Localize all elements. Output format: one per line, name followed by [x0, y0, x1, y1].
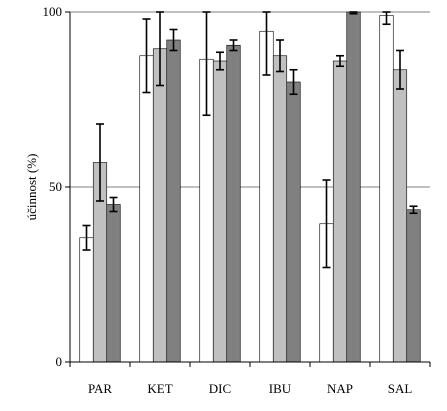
- bar-dic-3: [226, 44, 241, 363]
- bar-par-1: [79, 237, 94, 363]
- error-bar-nap-3: [349, 11, 358, 15]
- error-bar-dic-1: [202, 11, 211, 117]
- gridlines: [70, 11, 430, 188]
- y-tick-label-0: 0: [56, 354, 63, 369]
- error-bar-par-1: [82, 224, 91, 251]
- x-tick-label-par: PAR: [88, 381, 112, 396]
- bar-ket-3: [166, 39, 181, 363]
- error-bar-ibu-2: [276, 39, 284, 73]
- error-bar-ket-2: [156, 11, 164, 87]
- bar-nap-2: [332, 60, 348, 363]
- error-bar-ket-3: [169, 28, 178, 52]
- bar-ket-2: [152, 48, 168, 363]
- bar-par-3: [106, 204, 121, 363]
- error-bar-par-2: [96, 123, 104, 202]
- y-axis-title: účinnost (%): [24, 154, 39, 221]
- y-tick-label-50: 50: [49, 179, 62, 194]
- error-bar-nap-1: [322, 179, 331, 269]
- error-bar-ibu-3: [289, 68, 298, 96]
- x-tick-label-nap: NAP: [327, 381, 353, 396]
- x-tick-label-ibu: IBU: [269, 381, 292, 396]
- bar-ibu-1: [259, 30, 274, 363]
- error-bar-ibu-1: [262, 11, 271, 76]
- bar-dic-2: [212, 60, 228, 363]
- x-tick-label-sal: SAL: [388, 381, 413, 396]
- error-bar-dic-2: [216, 51, 224, 71]
- error-bars: [82, 11, 418, 269]
- labels: 0 50 100 PAR KET DIC IBU NAP SAL: [43, 4, 413, 396]
- bar-ibu-2: [272, 55, 288, 363]
- bar-ket-1: [139, 55, 154, 363]
- error-bar-ket-1: [142, 18, 151, 94]
- bar-sal-2: [392, 69, 408, 363]
- error-bar-par-3: [109, 196, 118, 213]
- bar-sal-3: [406, 209, 421, 363]
- error-bar-dic-3: [229, 39, 238, 52]
- error-bar-sal-1: [382, 11, 391, 26]
- x-tick-label-dic: DIC: [209, 381, 231, 396]
- error-bar-sal-2: [396, 49, 404, 90]
- axes: [65, 11, 431, 367]
- y-tick-label-100: 100: [43, 4, 63, 19]
- bar-sal-1: [379, 15, 394, 363]
- error-bar-sal-3: [409, 205, 418, 215]
- bar-ibu-3: [286, 81, 301, 363]
- bar-nap-3: [346, 11, 361, 363]
- error-bar-nap-2: [336, 54, 344, 68]
- x-tick-label-ket: KET: [147, 381, 172, 396]
